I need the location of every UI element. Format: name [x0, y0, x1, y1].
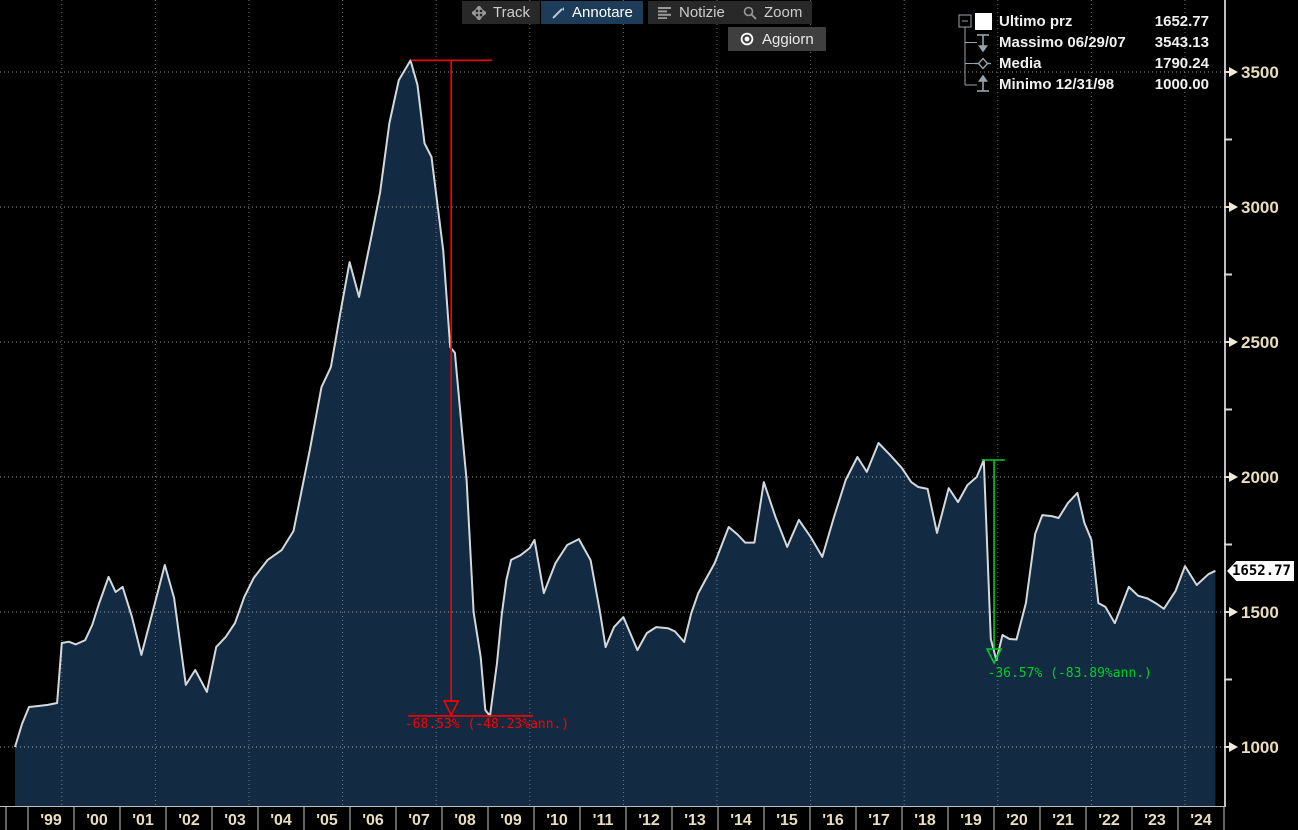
y-tick-arrow-icon — [1229, 472, 1238, 482]
x-axis-label-01: '01 — [132, 812, 154, 829]
news-button[interactable]: Notizie — [648, 1, 735, 24]
minimum-marker — [977, 76, 989, 91]
last-price-swatch — [975, 13, 992, 30]
legend-label: Ultimo prz — [999, 13, 1072, 30]
y-axis-label-1500: 1500 — [1241, 603, 1279, 622]
news-icon — [658, 7, 672, 19]
y-tick-arrow-icon — [1229, 337, 1238, 347]
x-axis-label-24: '24 — [1190, 812, 1212, 829]
x-axis-label-11: '11 — [593, 812, 614, 829]
x-axis-label-14: '14 — [730, 812, 752, 829]
mean-marker — [975, 59, 991, 69]
annotation-green-label[interactable]: -36.57% (-83.89%ann.) — [988, 666, 1152, 681]
legend-value: 1790.24 — [1155, 55, 1209, 72]
legend-label: Media — [999, 55, 1042, 72]
annotate-icon — [551, 6, 565, 20]
maximum-marker — [977, 35, 989, 51]
x-axis-label-05: '05 — [316, 812, 338, 829]
legend-label: Minimo 12/31/98 — [999, 76, 1114, 93]
track-icon — [472, 6, 486, 20]
y-axis-label-3500: 3500 — [1241, 63, 1279, 82]
last-price-tag: 1652.77 — [1227, 561, 1294, 581]
price-area-chart[interactable]: 1000 1500 2000 2500 3000 3500 '99 '00 '01 '02 '03 '… — [0, 0, 1298, 830]
legend-row-max: Massimo 06/29/07 3543.13 — [999, 32, 1209, 53]
refresh-button-label: Aggiorn — [762, 31, 814, 48]
x-axis-label-10: '10 — [546, 812, 568, 829]
legend-panel: Ultimo prz 1652.77 Massimo 06/29/07 3543… — [956, 7, 1214, 97]
annotate-button-label: Annotare — [572, 4, 633, 21]
zoom-button-label: Zoom — [764, 4, 802, 21]
zoom-button[interactable]: Zoom — [733, 1, 812, 24]
legend-value: 1652.77 — [1155, 13, 1209, 30]
y-axis-label-1000: 1000 — [1241, 738, 1279, 757]
y-axis-label-3000: 3000 — [1241, 198, 1279, 217]
record-circle-icon — [740, 32, 754, 46]
bloomberg-chart-panel: 1000 1500 2000 2500 3000 3500 '99 '00 '01 '02 '03 '… — [0, 0, 1298, 830]
y-tick-arrow-icon — [1229, 67, 1238, 77]
refresh-button[interactable]: Aggiorn — [728, 27, 826, 51]
x-axis-label-08: '08 — [454, 812, 476, 829]
y-axis-label-2500: 2500 — [1241, 333, 1279, 352]
x-axis-label-03: '03 — [224, 812, 246, 829]
x-axis-label-19: '19 — [960, 812, 982, 829]
legend-row-last: Ultimo prz 1652.77 — [999, 11, 1209, 32]
x-axis-label-02: '02 — [178, 812, 200, 829]
track-button[interactable]: Track — [462, 1, 540, 24]
x-axis-label-09: '09 — [500, 812, 522, 829]
legend-value: 3543.13 — [1155, 34, 1209, 51]
legend-label: Massimo 06/29/07 — [999, 34, 1126, 51]
annotation-red-label[interactable]: -68.53% (-48.23%ann.) — [405, 717, 569, 732]
series-area-fill — [15, 60, 1215, 806]
x-axis-label-99: '99 — [40, 812, 62, 829]
x-axis-label-17: '17 — [868, 812, 890, 829]
x-axis-label-21: '21 — [1052, 812, 1074, 829]
x-axis-label-23: '23 — [1144, 812, 1166, 829]
x-axis-label-15: '15 — [776, 812, 798, 829]
x-axis-label-07: '07 — [408, 812, 430, 829]
news-button-label: Notizie — [679, 4, 725, 21]
y-axis-label-2000: 2000 — [1241, 468, 1279, 487]
x-axis-label-12: '12 — [638, 812, 660, 829]
x-axis-label-22: '22 — [1098, 812, 1120, 829]
y-tick-arrow-icon — [1229, 202, 1238, 212]
x-axis-label-06: '06 — [362, 812, 384, 829]
x-axis-label-00: '00 — [86, 812, 108, 829]
legend-tree — [956, 7, 1000, 97]
x-axis-label-16: '16 — [822, 812, 844, 829]
legend-row-min: Minimo 12/31/98 1000.00 — [999, 74, 1209, 95]
annotate-button[interactable]: Annotare — [541, 1, 643, 24]
x-axis-label-20: '20 — [1006, 812, 1028, 829]
y-tick-arrow-icon — [1229, 607, 1238, 617]
x-axis-label-04: '04 — [270, 812, 292, 829]
y-tick-arrow-icon — [1229, 742, 1238, 752]
legend-value: 1000.00 — [1155, 76, 1209, 93]
track-button-label: Track — [493, 4, 530, 21]
x-axis-label-13: '13 — [684, 812, 706, 829]
x-axis-label-18: '18 — [914, 812, 936, 829]
magnifier-icon — [743, 6, 757, 20]
legend-row-mean: Media 1790.24 — [999, 53, 1209, 74]
